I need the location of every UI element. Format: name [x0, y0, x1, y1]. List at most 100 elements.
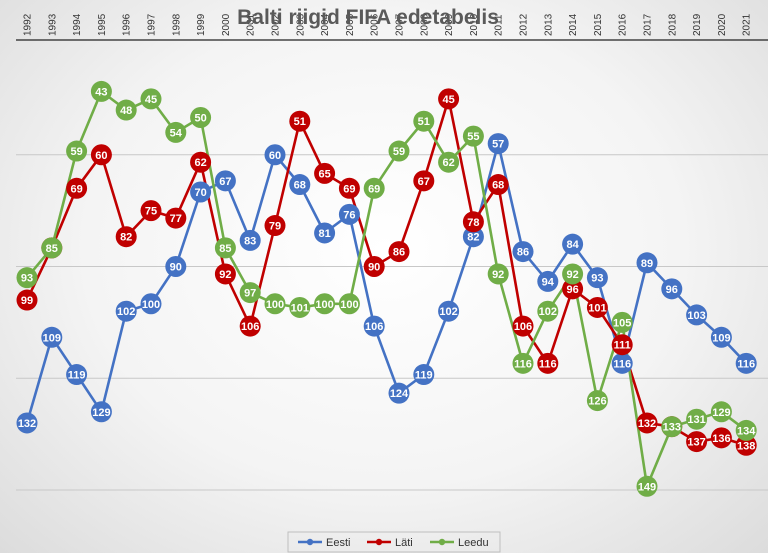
series-läti	[25, 97, 747, 447]
data-point	[16, 289, 38, 311]
data-point	[41, 237, 63, 259]
data-point	[512, 241, 534, 263]
data-point	[90, 144, 112, 166]
x-tick-label: 2002	[271, 13, 282, 36]
data-point	[537, 270, 559, 292]
data-point	[562, 278, 584, 300]
data-label: 68	[492, 180, 504, 192]
x-tick-label: 2015	[593, 13, 604, 36]
x-tick-label: 2004	[320, 13, 331, 36]
chart-title: Balti riigid FIFA edetabelis	[237, 6, 499, 29]
data-point	[611, 334, 633, 356]
x-tick-label: 2019	[692, 13, 703, 36]
data-point	[190, 181, 212, 203]
data-point	[165, 121, 187, 143]
data-point	[16, 412, 38, 434]
legend-item-eesti: Eesti	[298, 537, 350, 549]
data-label: 70	[194, 187, 206, 199]
data-point	[413, 364, 435, 386]
data-label: 81	[318, 228, 330, 240]
data-point	[462, 211, 484, 233]
data-label: 93	[21, 273, 33, 285]
data-point	[66, 177, 88, 199]
legend-marker	[438, 538, 446, 546]
series-layer: 132 109 119 129 102 100 90 70 67 83 60 68 81 76 106 124…	[16, 80, 757, 497]
x-tick-label: 1997	[147, 13, 158, 36]
data-point	[90, 80, 112, 102]
data-label: 55	[467, 131, 479, 143]
x-tick-label: 2009	[444, 13, 455, 36]
data-point	[438, 88, 460, 110]
x-tick-label: 1995	[97, 13, 108, 36]
data-point	[165, 256, 187, 277]
data-label: 97	[244, 288, 256, 300]
data-label: 89	[641, 258, 653, 270]
data-point	[264, 293, 286, 315]
legend-box	[287, 531, 501, 553]
data-point	[363, 315, 385, 337]
data-point	[413, 110, 435, 132]
data-point	[363, 177, 385, 199]
x-tick-label: 2021	[742, 13, 753, 36]
data-label: 54	[170, 127, 183, 139]
data-label: 76	[343, 209, 355, 221]
data-label: 133	[663, 422, 681, 434]
data-point	[487, 263, 509, 285]
data-point	[562, 233, 584, 255]
data-label: 60	[95, 150, 107, 162]
data-point	[66, 140, 88, 162]
data-point	[710, 401, 732, 423]
data-label: 106	[241, 321, 259, 333]
data-label: 136	[712, 433, 730, 445]
x-tick-label: 2014	[568, 13, 579, 36]
data-label: 109	[43, 332, 61, 344]
x-tick-label: 2012	[519, 13, 530, 36]
x-tick-label: 2010	[469, 13, 480, 36]
data-label: 116	[613, 358, 631, 370]
data-label: 106	[365, 321, 383, 333]
data-point	[487, 174, 509, 196]
data-point	[338, 177, 360, 199]
data-point	[41, 326, 63, 348]
data-point	[710, 427, 732, 449]
data-label: 93	[591, 273, 603, 285]
data-label: 106	[514, 321, 532, 333]
legend-marker	[306, 538, 314, 546]
data-point	[239, 282, 261, 304]
data-point	[413, 170, 435, 192]
data-label: 69	[343, 183, 355, 195]
data-point	[586, 267, 608, 289]
data-label: 86	[393, 247, 405, 259]
data-label: 100	[315, 299, 333, 311]
data-point	[115, 300, 137, 322]
data-point	[735, 434, 757, 456]
data-label: 92	[566, 269, 578, 281]
data-label: 129	[92, 407, 110, 419]
legend-marker	[375, 538, 383, 546]
data-point	[512, 352, 534, 374]
data-point	[710, 326, 732, 348]
data-label: 137	[687, 437, 705, 449]
data-point	[190, 151, 212, 173]
data-point	[66, 364, 88, 386]
data-point	[388, 382, 410, 404]
data-label: 102	[439, 306, 457, 318]
data-point	[438, 300, 460, 322]
data-point	[562, 263, 584, 285]
data-label: 100	[266, 299, 284, 311]
data-label: 132	[18, 418, 36, 430]
data-label: 96	[566, 284, 578, 296]
data-label: 103	[687, 310, 705, 322]
data-label: 59	[393, 146, 405, 158]
data-point	[264, 215, 286, 237]
data-label: 134	[737, 425, 756, 437]
data-label: 138	[737, 440, 755, 452]
data-label: 59	[70, 146, 82, 158]
data-label: 116	[737, 358, 755, 370]
data-label: 102	[117, 306, 135, 318]
x-tick-label: 2000	[221, 13, 232, 36]
data-point	[537, 352, 559, 374]
data-label: 119	[68, 370, 86, 382]
data-label: 92	[219, 269, 231, 281]
